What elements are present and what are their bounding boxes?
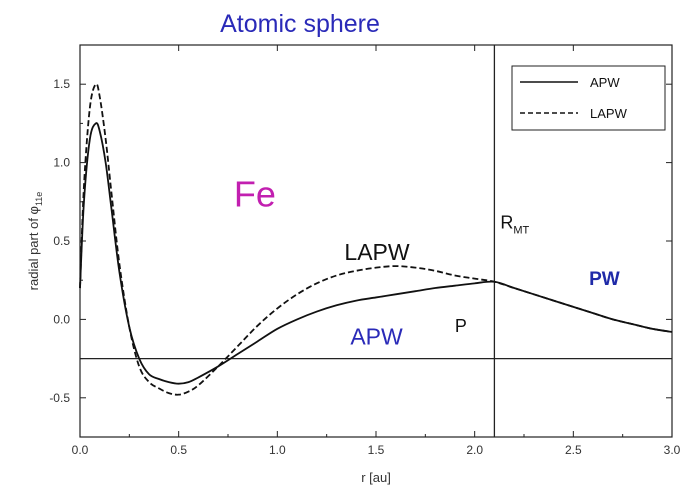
y-tick-label: 0.0 [53,312,70,326]
x-tick-label: 0.0 [72,443,89,457]
y-axis-label: radial part of φ11e [26,192,44,291]
y-axis-label-group: radial part of φ11e [26,192,44,291]
y-axis-label-main: radial part of φ [26,206,41,290]
x-axis: 0.0 0.5 1.0 1.5 2.0 2.5 3.0 [72,45,681,457]
annotation-pw: PW [589,269,620,290]
y-tick-label: 0.5 [53,234,70,248]
x-tick-label: 2.0 [466,443,483,457]
series-lines [79,82,673,396]
annotation-rmt-sub: MT [513,224,529,236]
y-axis-label-sub: 11e [34,192,44,206]
legend-label-lapw: LAPW [590,106,628,121]
chart-title: Atomic sphere [220,10,380,38]
y-tick-label: 1.5 [53,77,70,91]
y-tick-label: -0.5 [49,391,70,405]
x-tick-label: 1.0 [269,443,286,457]
series-line-lapw [79,82,673,396]
annotation-fe: Fe [234,174,276,215]
y-tick-label: 1.0 [53,156,70,170]
annotation-p: P [455,316,467,336]
x-tick-label: 2.5 [565,443,582,457]
annotation-lapw: LAPW [344,239,409,265]
y-axis: -0.5 0.0 0.5 1.0 1.5 [49,77,672,405]
annotation-apw: APW [350,323,403,349]
annotation-rmt-main: R [500,212,513,232]
legend-box [511,65,666,131]
annotations: Fe LAPW APW P PW RMT [234,174,620,350]
legend: APW LAPW [511,65,666,131]
x-tick-label: 0.5 [170,443,187,457]
annotation-rmt: RMT [500,212,529,236]
x-axis-label: r [au] [361,470,391,485]
x-tick-label: 1.5 [368,443,385,457]
legend-label-apw: APW [590,75,620,90]
x-tick-label: 3.0 [664,443,681,457]
reference-lines [80,45,672,437]
